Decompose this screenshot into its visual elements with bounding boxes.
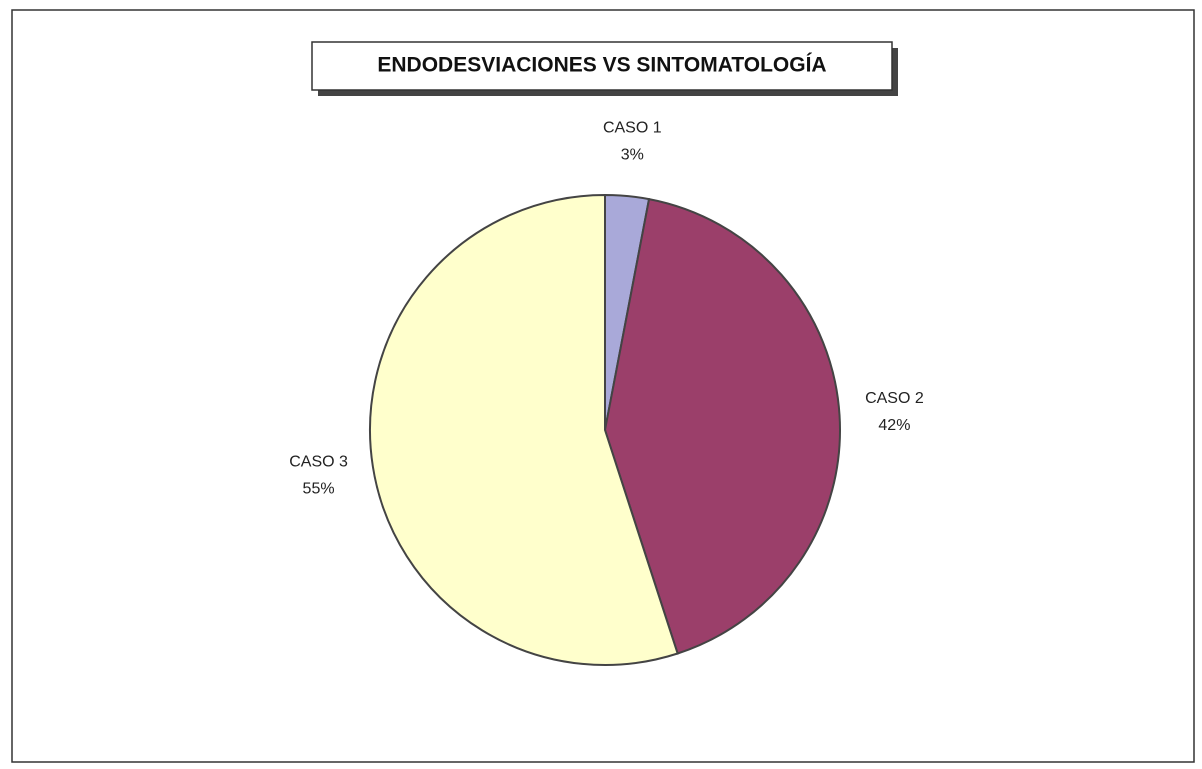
- slice-label: CASO 1: [603, 120, 662, 137]
- title-box: [311, 41, 893, 91]
- slice-value-label: 55%: [303, 481, 335, 498]
- slice-label: CASO 3: [289, 454, 348, 471]
- pie-slice: [603, 197, 841, 655]
- slice-value-label: 3%: [621, 147, 644, 164]
- slice-value-label: 42%: [878, 417, 910, 434]
- chart-title: ENDODESVIACIONES VS SINTOMATOLOGÍA: [377, 54, 826, 77]
- pie-slice: [369, 193, 679, 666]
- slice-label: CASO 2: [865, 390, 924, 407]
